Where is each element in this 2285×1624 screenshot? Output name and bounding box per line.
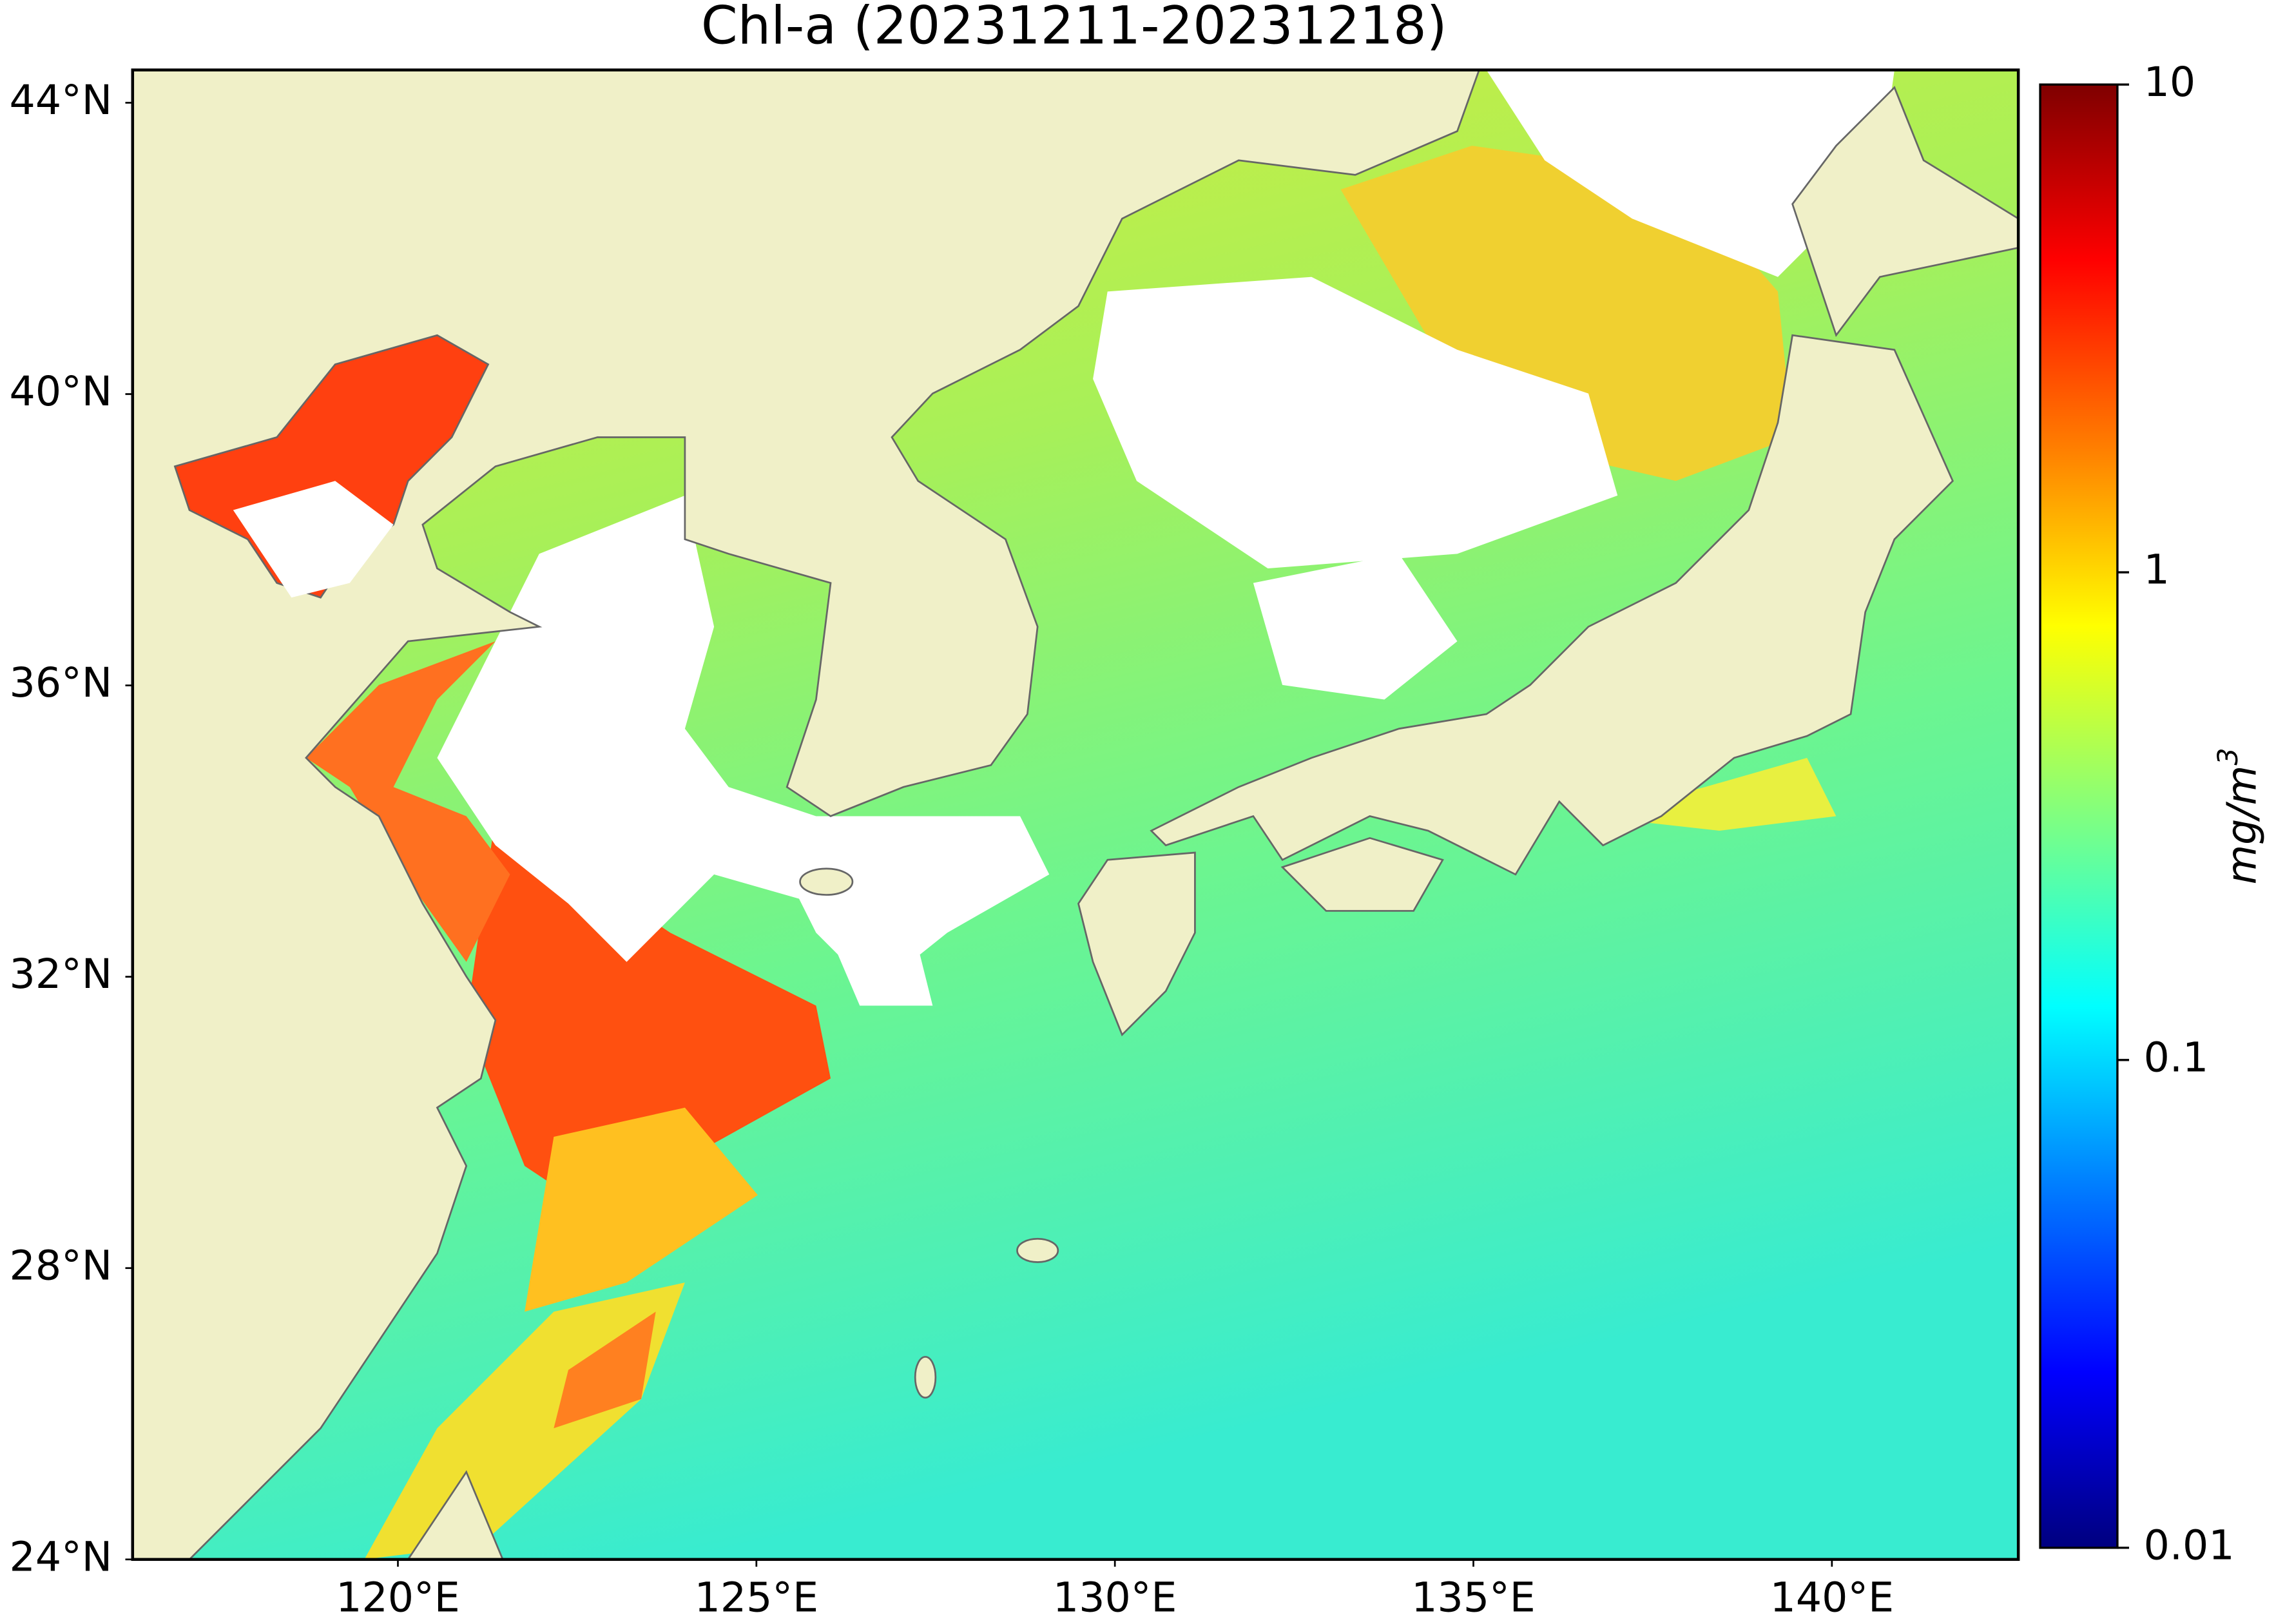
- cloud: [1486, 70, 1895, 277]
- land: [407, 1470, 504, 1560]
- y-tick-label: 40°N: [10, 367, 113, 415]
- land: [1150, 334, 1954, 876]
- colorbar-tick-label: 1: [2144, 546, 2170, 594]
- colorbar: [2039, 83, 2119, 1549]
- land: [1280, 836, 1444, 912]
- colorbar-unit-sup: 3: [2212, 748, 2244, 765]
- island: [1016, 1237, 1059, 1263]
- x-tick-label: 125°E: [695, 1574, 819, 1621]
- land: [1077, 851, 1196, 1037]
- x-tick-label: 140°E: [1770, 1574, 1895, 1621]
- y-tick-label: 36°N: [10, 659, 113, 706]
- bloom: [305, 641, 510, 962]
- title: Chl-a (20231211-20231218): [701, 0, 1447, 57]
- colorbar-label: mg/m3: [2212, 748, 2266, 884]
- colorbar-unit: mg/m: [2217, 766, 2265, 885]
- map: [132, 70, 2019, 1560]
- y-tick-label: 28°N: [10, 1241, 113, 1289]
- cloud: [233, 481, 394, 598]
- x-tick-label: 135°E: [1411, 1574, 1536, 1621]
- cloud: [1253, 554, 1458, 700]
- land: [132, 70, 1480, 1560]
- cloud: [757, 816, 1050, 991]
- x-tick-label: 120°E: [336, 1574, 460, 1621]
- bloom: [466, 816, 831, 1224]
- bloom: [525, 1107, 758, 1312]
- colorbar-tick-label: 0.01: [2144, 1521, 2235, 1569]
- y-tick-label: 44°N: [10, 76, 113, 124]
- land: [1791, 86, 2019, 338]
- colorbar-tick-label: 0.1: [2144, 1033, 2209, 1081]
- bloom: [554, 1311, 656, 1429]
- colorbar-tick-label: 10: [2144, 58, 2196, 106]
- island: [914, 1356, 937, 1399]
- island: [799, 867, 854, 896]
- cloud: [1093, 276, 1618, 568]
- y-tick-label: 32°N: [10, 950, 113, 998]
- x-tick-label: 130°E: [1053, 1574, 1177, 1621]
- map-frame: [131, 68, 2020, 1561]
- y-tick-label: 24°N: [10, 1532, 113, 1580]
